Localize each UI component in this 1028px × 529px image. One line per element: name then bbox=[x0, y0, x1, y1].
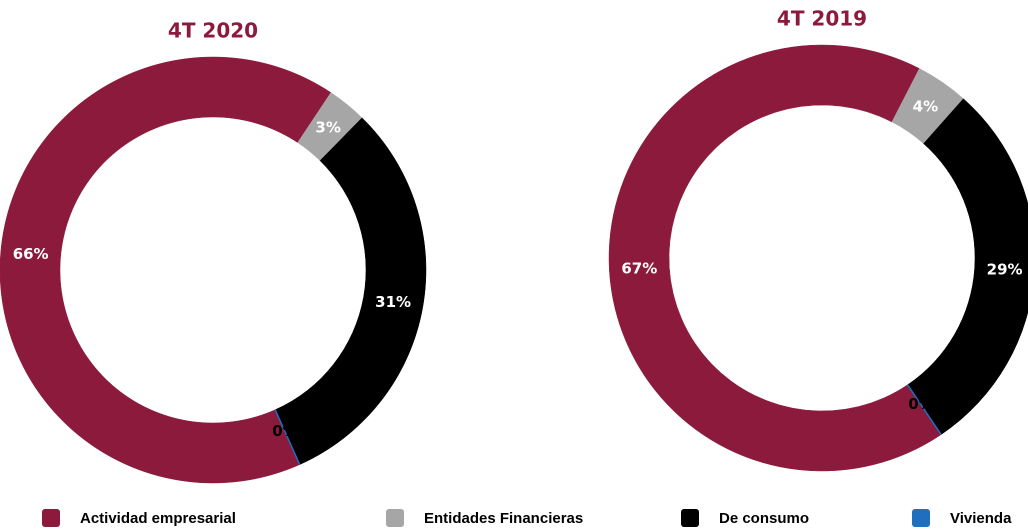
legend-label: Actividad empresarial bbox=[80, 510, 236, 527]
donut-slice bbox=[0, 56, 332, 484]
legend-swatch bbox=[386, 509, 404, 527]
chart-title: 4T 2019 bbox=[777, 7, 867, 31]
data-label: 0% bbox=[272, 422, 297, 440]
legend-label: De consumo bbox=[719, 510, 809, 527]
legend-label: Vivienda bbox=[950, 510, 1012, 527]
data-label: 0% bbox=[908, 395, 933, 413]
chart-title: 4T 2020 bbox=[168, 19, 258, 43]
donut-slice bbox=[274, 409, 301, 465]
legend-swatch bbox=[912, 509, 930, 527]
donut-slice bbox=[906, 384, 942, 436]
legend-label: Entidades Financieras bbox=[424, 510, 583, 527]
data-label: 29% bbox=[987, 261, 1023, 279]
data-label: 31% bbox=[375, 293, 411, 311]
legend-swatch bbox=[42, 509, 60, 527]
data-label: 3% bbox=[315, 118, 340, 136]
data-label: 66% bbox=[13, 245, 49, 263]
data-label: 4% bbox=[913, 98, 938, 116]
legend-swatch bbox=[681, 509, 699, 527]
data-label: 67% bbox=[621, 259, 657, 277]
donut-slice bbox=[608, 44, 942, 472]
donut-slice bbox=[274, 117, 427, 465]
